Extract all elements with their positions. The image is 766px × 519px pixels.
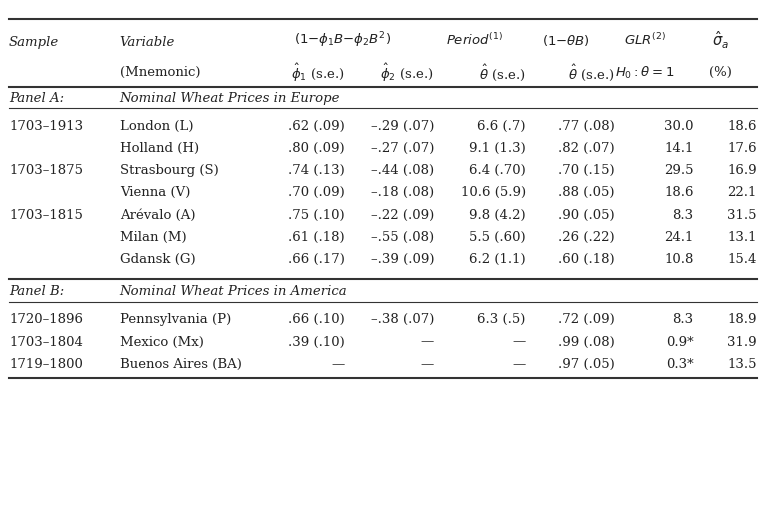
Text: 6.3 (.5): 6.3 (.5) <box>477 313 525 326</box>
Text: –.38 (.07): –.38 (.07) <box>371 313 434 326</box>
Text: .82 (.07): .82 (.07) <box>558 142 614 155</box>
Text: .88 (.05): .88 (.05) <box>558 186 614 199</box>
Text: 1703–1804: 1703–1804 <box>9 336 83 349</box>
Text: 13.5: 13.5 <box>728 358 757 371</box>
Text: .70 (.09): .70 (.09) <box>288 186 345 199</box>
Text: .74 (.13): .74 (.13) <box>288 164 345 177</box>
Text: 1703–1875: 1703–1875 <box>9 164 83 177</box>
Text: .77 (.08): .77 (.08) <box>558 120 614 133</box>
Text: .26 (.22): .26 (.22) <box>558 231 614 244</box>
Text: –.39 (.09): –.39 (.09) <box>371 253 434 266</box>
Text: –.55 (.08): –.55 (.08) <box>371 231 434 244</box>
Text: .80 (.09): .80 (.09) <box>288 142 345 155</box>
Text: 24.1: 24.1 <box>664 231 694 244</box>
Text: (Mnemonic): (Mnemonic) <box>119 66 200 79</box>
Text: Nominal Wheat Prices in America: Nominal Wheat Prices in America <box>119 285 347 298</box>
Text: Variable: Variable <box>119 36 175 49</box>
Text: 15.4: 15.4 <box>728 253 757 266</box>
Text: Milan (M): Milan (M) <box>119 231 186 244</box>
Text: 10.8: 10.8 <box>664 253 694 266</box>
Text: 6.6 (.7): 6.6 (.7) <box>477 120 525 133</box>
Text: 22.1: 22.1 <box>728 186 757 199</box>
Text: —: — <box>332 358 345 371</box>
Text: .62 (.09): .62 (.09) <box>288 120 345 133</box>
Text: 18.6: 18.6 <box>664 186 694 199</box>
Text: London (L): London (L) <box>119 120 193 133</box>
Text: 1719–1800: 1719–1800 <box>9 358 83 371</box>
Text: .97 (.05): .97 (.05) <box>558 358 614 371</box>
Text: Vienna (V): Vienna (V) <box>119 186 190 199</box>
Text: 18.9: 18.9 <box>728 313 757 326</box>
Text: $\hat{\theta}$ (s.e.): $\hat{\theta}$ (s.e.) <box>479 62 525 83</box>
Text: —: — <box>421 358 434 371</box>
Text: .90 (.05): .90 (.05) <box>558 209 614 222</box>
Text: Panel A:: Panel A: <box>9 92 64 105</box>
Text: Pennsylvania (P): Pennsylvania (P) <box>119 313 231 326</box>
Text: 31.9: 31.9 <box>728 336 757 349</box>
Text: 9.1 (1.3): 9.1 (1.3) <box>469 142 525 155</box>
Text: —: — <box>512 358 525 371</box>
Text: Buenos Aires (BA): Buenos Aires (BA) <box>119 358 241 371</box>
Text: $(1{-}\theta B)$: $(1{-}\theta B)$ <box>542 33 590 48</box>
Text: 13.1: 13.1 <box>728 231 757 244</box>
Text: .70 (.15): .70 (.15) <box>558 164 614 177</box>
Text: 29.5: 29.5 <box>664 164 694 177</box>
Text: Arévalo (A): Arévalo (A) <box>119 209 195 222</box>
Text: 18.6: 18.6 <box>728 120 757 133</box>
Text: .72 (.09): .72 (.09) <box>558 313 614 326</box>
Text: 1720–1896: 1720–1896 <box>9 313 83 326</box>
Text: .75 (.10): .75 (.10) <box>288 209 345 222</box>
Text: 1703–1913: 1703–1913 <box>9 120 83 133</box>
Text: Sample: Sample <box>9 36 59 49</box>
Text: $\hat{\sigma}_a$: $\hat{\sigma}_a$ <box>712 30 729 51</box>
Text: $\mathit{GLR}^{(2)}$: $\mathit{GLR}^{(2)}$ <box>624 32 666 48</box>
Text: 17.6: 17.6 <box>728 142 757 155</box>
Text: —: — <box>512 336 525 349</box>
Text: –.27 (.07): –.27 (.07) <box>371 142 434 155</box>
Text: 6.4 (.70): 6.4 (.70) <box>469 164 525 177</box>
Text: (%): (%) <box>709 66 732 79</box>
Text: $H_0{:}\theta{=}1$: $H_0{:}\theta{=}1$ <box>615 64 675 80</box>
Text: 0.3*: 0.3* <box>666 358 694 371</box>
Text: $\hat{\theta}$ (s.e.): $\hat{\theta}$ (s.e.) <box>568 62 614 83</box>
Text: $\hat{\phi}_1$ (s.e.): $\hat{\phi}_1$ (s.e.) <box>291 62 345 84</box>
Text: Mexico (Mx): Mexico (Mx) <box>119 336 204 349</box>
Text: 5.5 (.60): 5.5 (.60) <box>469 231 525 244</box>
Text: .99 (.08): .99 (.08) <box>558 336 614 349</box>
Text: .39 (.10): .39 (.10) <box>288 336 345 349</box>
Text: Holland (H): Holland (H) <box>119 142 199 155</box>
Text: .66 (.17): .66 (.17) <box>288 253 345 266</box>
Text: 31.5: 31.5 <box>728 209 757 222</box>
Text: Gdansk (G): Gdansk (G) <box>119 253 195 266</box>
Text: $\mathit{Period}^{(1)}$: $\mathit{Period}^{(1)}$ <box>446 32 503 48</box>
Text: –.22 (.09): –.22 (.09) <box>371 209 434 222</box>
Text: Panel B:: Panel B: <box>9 285 64 298</box>
Text: –.18 (.08): –.18 (.08) <box>371 186 434 199</box>
Text: Strasbourg (S): Strasbourg (S) <box>119 164 218 177</box>
Text: –.29 (.07): –.29 (.07) <box>371 120 434 133</box>
Text: 0.9*: 0.9* <box>666 336 694 349</box>
Text: $(1{-}\phi_1 B{-}\phi_2 B^2)$: $(1{-}\phi_1 B{-}\phi_2 B^2)$ <box>294 30 391 50</box>
Text: 8.3: 8.3 <box>673 313 694 326</box>
Text: 14.1: 14.1 <box>664 142 694 155</box>
Text: 8.3: 8.3 <box>673 209 694 222</box>
Text: 16.9: 16.9 <box>728 164 757 177</box>
Text: 10.6 (5.9): 10.6 (5.9) <box>460 186 525 199</box>
Text: 1703–1815: 1703–1815 <box>9 209 83 222</box>
Text: .66 (.10): .66 (.10) <box>288 313 345 326</box>
Text: 6.2 (1.1): 6.2 (1.1) <box>469 253 525 266</box>
Text: .61 (.18): .61 (.18) <box>288 231 345 244</box>
Text: .60 (.18): .60 (.18) <box>558 253 614 266</box>
Text: —: — <box>421 336 434 349</box>
Text: 30.0: 30.0 <box>664 120 694 133</box>
Text: Nominal Wheat Prices in Europe: Nominal Wheat Prices in Europe <box>119 92 340 105</box>
Text: 9.8 (4.2): 9.8 (4.2) <box>469 209 525 222</box>
Text: $\hat{\phi}_2$ (s.e.): $\hat{\phi}_2$ (s.e.) <box>381 62 434 84</box>
Text: –.44 (.08): –.44 (.08) <box>371 164 434 177</box>
